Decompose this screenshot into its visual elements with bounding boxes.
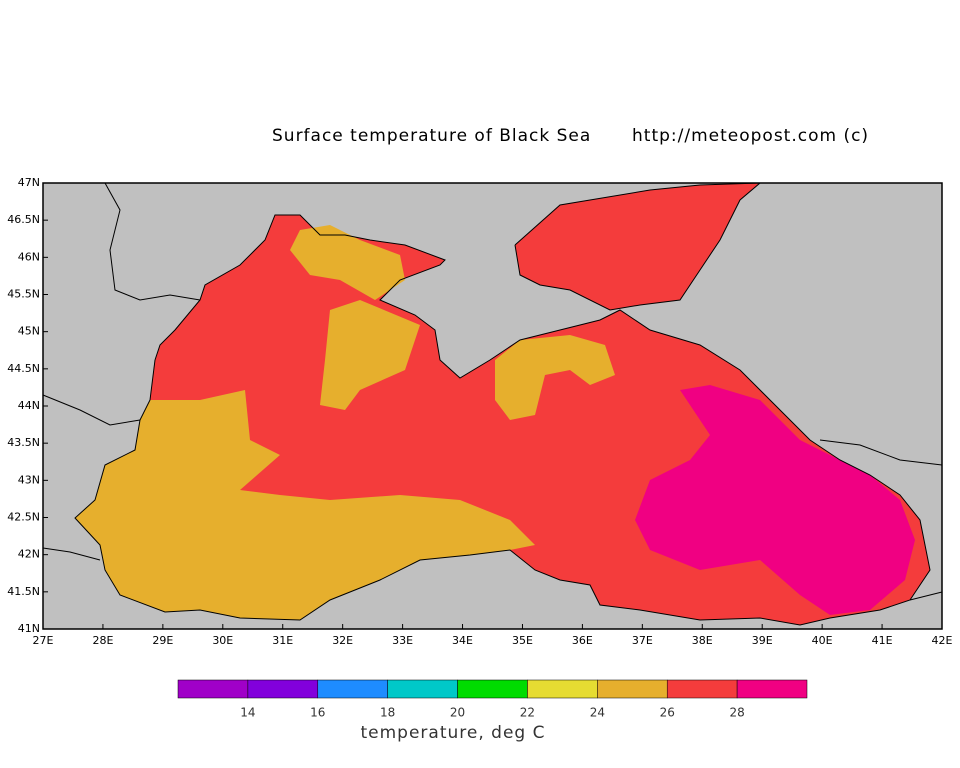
map-title: Surface temperature of Black Sea [272,126,591,146]
x-tick-label: 37E [632,634,653,647]
x-tick-label: 34E [452,634,473,647]
coastline [514,182,762,311]
x-tick-label: 28E [92,634,113,647]
sea-region-24-26 [290,225,405,300]
colorbar-swatch [666,679,738,699]
x-tick-label: 32E [332,634,353,647]
y-tick-label: 46.5N [7,213,40,226]
coastline [74,214,931,626]
azov-region [515,183,760,310]
colorbar-swatch [247,679,319,699]
border [909,591,943,601]
colorbar-swatch [527,679,598,699]
x-tick-label: 38E [692,634,713,647]
x-tick-label: 40E [812,634,833,647]
y-tick-label: 44.5N [7,362,40,375]
y-tick-label: 42.5N [7,511,40,524]
border [42,547,101,561]
y-tick-label: 43.5N [7,436,40,449]
colorbar-tick-label: 26 [660,706,675,720]
y-tick-label: 47N [18,176,40,189]
sea-temperature [75,183,930,625]
x-tick-label: 42E [932,634,953,647]
colorbar-swatch [597,679,668,699]
source-credit: http://meteopost.com (c) [632,126,869,146]
y-tick-label: 41.5N [7,585,40,598]
x-tick-label: 36E [572,634,593,647]
colorbar-label: temperature, deg C [361,723,546,743]
colorbar-tick-label: 24 [590,706,605,720]
colorbar-tick-label: 20 [450,706,465,720]
sea-region-28-30 [635,385,915,615]
x-tick-label: 31E [272,634,293,647]
y-tick-label: 42N [18,548,40,561]
y-tick-label: 44N [18,399,40,412]
border [42,394,141,426]
y-tick-label: 45N [18,325,40,338]
sea-region-24-26 [75,390,535,620]
border [819,439,943,466]
x-tick-label: 33E [392,634,413,647]
colorbar-tick-label: 18 [380,706,395,720]
colorbar-swatch [177,679,249,699]
y-tick-label: 46N [18,250,40,263]
colorbar-swatch [736,679,808,699]
x-tick-label: 35E [512,634,533,647]
x-tick-label: 41E [872,634,893,647]
colorbar-tick-label: 28 [729,706,744,720]
colorbar-swatch [457,679,528,699]
colorbar-swatch [317,679,388,699]
colorbar-tick-label: 14 [240,706,255,720]
x-tick-label: 30E [212,634,233,647]
x-tick-label: 39E [752,634,773,647]
border [104,182,201,301]
x-tick-label: 29E [152,634,173,647]
coastlines-borders [42,182,943,626]
colorbar-swatch [387,679,458,699]
colorbar-tick-label: 22 [520,706,535,720]
colorbar-tick-label: 16 [310,706,325,720]
sea-region-24-26 [495,335,615,420]
x-tick-label: 27E [33,634,54,647]
y-tick-label: 41N [18,622,40,635]
y-tick-label: 45.5N [7,288,40,301]
sea-region-24-26 [320,300,420,410]
y-tick-label: 43N [18,473,40,486]
